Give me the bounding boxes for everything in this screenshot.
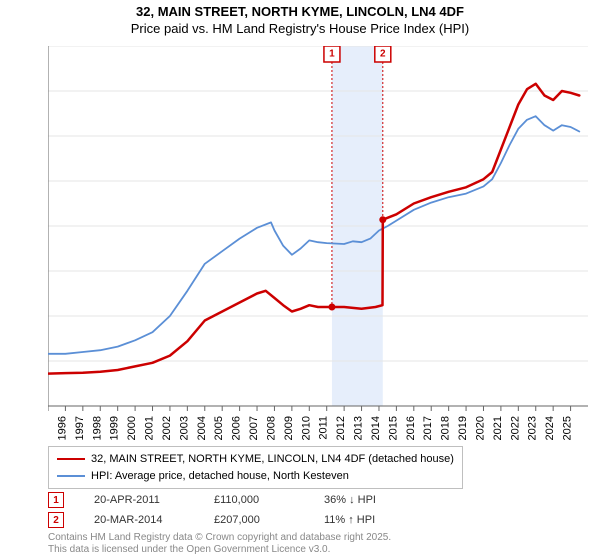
attribution-line: This data is licensed under the Open Gov…: [48, 544, 391, 556]
svg-text:2021: 2021: [492, 416, 504, 440]
svg-text:1996: 1996: [56, 416, 68, 440]
title-block: 32, MAIN STREET, NORTH KYME, LINCOLN, LN…: [0, 0, 600, 38]
attribution-line: Contains HM Land Registry data © Crown c…: [48, 532, 391, 544]
title-subtitle: Price paid vs. HM Land Registry's House …: [0, 21, 600, 38]
sale-row: 2 20-MAR-2014 £207,000 11% ↑ HPI: [48, 510, 424, 530]
svg-text:2015: 2015: [387, 416, 399, 440]
svg-text:2: 2: [380, 49, 386, 60]
svg-text:1997: 1997: [74, 416, 86, 440]
svg-text:2013: 2013: [353, 416, 365, 440]
plot-area: £0£50K£100K£150K£200K£250K£300K£350K£400…: [48, 46, 588, 406]
svg-text:2011: 2011: [318, 416, 330, 440]
legend-box: 32, MAIN STREET, NORTH KYME, LINCOLN, LN…: [48, 446, 463, 489]
svg-text:2022: 2022: [509, 416, 521, 440]
svg-text:2009: 2009: [283, 416, 295, 440]
svg-text:1999: 1999: [109, 416, 121, 440]
svg-text:2007: 2007: [248, 416, 260, 440]
sale-delta: 11% ↑ HPI: [324, 514, 424, 526]
chart-container: 32, MAIN STREET, NORTH KYME, LINCOLN, LN…: [0, 0, 600, 560]
legend-swatch-hpi: [57, 475, 85, 477]
title-address: 32, MAIN STREET, NORTH KYME, LINCOLN, LN…: [0, 4, 600, 21]
svg-text:2010: 2010: [300, 416, 312, 440]
svg-text:2024: 2024: [544, 416, 556, 440]
svg-text:2018: 2018: [440, 416, 452, 440]
plot-svg: £0£50K£100K£150K£200K£250K£300K£350K£400…: [48, 46, 588, 446]
svg-text:2017: 2017: [422, 416, 434, 440]
sale-price: £207,000: [214, 514, 294, 526]
svg-text:2019: 2019: [457, 416, 469, 440]
svg-text:2020: 2020: [474, 416, 486, 440]
sale-marker-icon: 1: [48, 492, 64, 508]
svg-text:2004: 2004: [196, 416, 208, 440]
sale-delta: 36% ↓ HPI: [324, 494, 424, 506]
svg-text:2008: 2008: [265, 416, 277, 440]
svg-text:2025: 2025: [562, 416, 574, 440]
svg-text:2014: 2014: [370, 416, 382, 440]
svg-text:2023: 2023: [527, 416, 539, 440]
svg-text:2016: 2016: [405, 416, 417, 440]
legend-item: 32, MAIN STREET, NORTH KYME, LINCOLN, LN…: [57, 451, 454, 468]
sale-row: 1 20-APR-2011 £110,000 36% ↓ HPI: [48, 490, 424, 510]
sale-date: 20-APR-2011: [94, 494, 184, 506]
sale-marker-icon: 2: [48, 512, 64, 528]
svg-text:2012: 2012: [335, 416, 347, 440]
sale-date: 20-MAR-2014: [94, 514, 184, 526]
legend-item: HPI: Average price, detached house, Nort…: [57, 468, 454, 485]
sale-price: £110,000: [214, 494, 294, 506]
legend-label: HPI: Average price, detached house, Nort…: [91, 468, 349, 485]
legend-label: 32, MAIN STREET, NORTH KYME, LINCOLN, LN…: [91, 451, 454, 468]
svg-text:1: 1: [329, 49, 335, 60]
svg-text:2000: 2000: [126, 416, 138, 440]
svg-text:2005: 2005: [213, 416, 225, 440]
svg-text:1998: 1998: [91, 416, 103, 440]
svg-text:1995: 1995: [48, 416, 51, 440]
svg-text:2001: 2001: [144, 416, 156, 440]
svg-text:2006: 2006: [231, 416, 243, 440]
svg-text:2003: 2003: [178, 416, 190, 440]
attribution: Contains HM Land Registry data © Crown c…: [48, 532, 391, 556]
legend-swatch-price: [57, 458, 85, 460]
sales-table: 1 20-APR-2011 £110,000 36% ↓ HPI 2 20-MA…: [48, 490, 424, 530]
svg-text:2002: 2002: [161, 416, 173, 440]
